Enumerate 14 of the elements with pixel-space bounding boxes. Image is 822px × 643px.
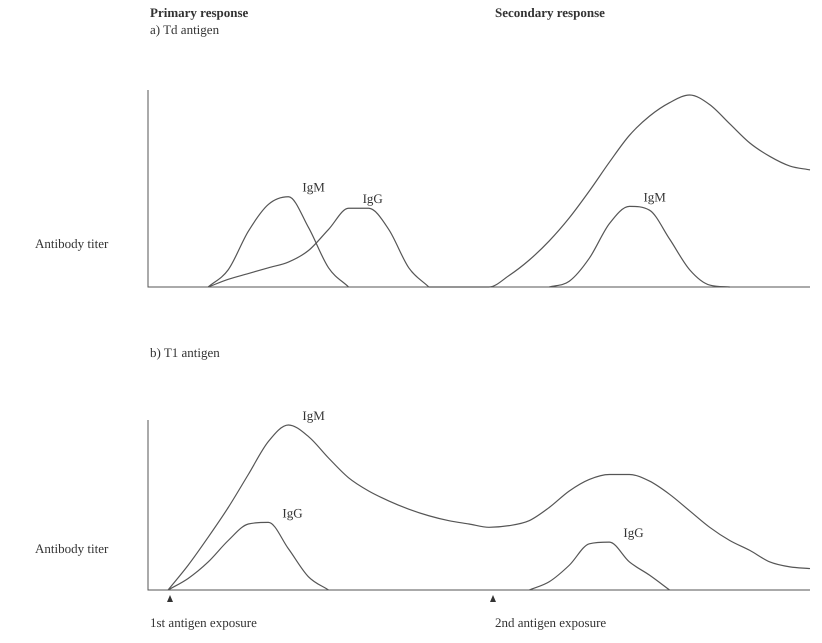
text: 1st antigen exposure (150, 615, 257, 631)
y-axis-title: Antibody titer (35, 541, 108, 557)
series-label: IgM (643, 189, 666, 204)
text: 2nd antigen exposure (495, 615, 606, 631)
text: Primary response (150, 5, 248, 21)
chart-title: a) Td antigen (150, 22, 220, 38)
series-label: IgM (302, 180, 326, 195)
series-label: IgG (362, 191, 383, 206)
y-axis-title: Antibody titer (35, 236, 108, 252)
series-label: IgM (302, 408, 326, 423)
chart-title: b) T1 antigen (150, 345, 220, 361)
series-label: IgG (623, 525, 644, 540)
series-label: IgG (282, 505, 303, 520)
text: Secondary response (495, 5, 605, 21)
